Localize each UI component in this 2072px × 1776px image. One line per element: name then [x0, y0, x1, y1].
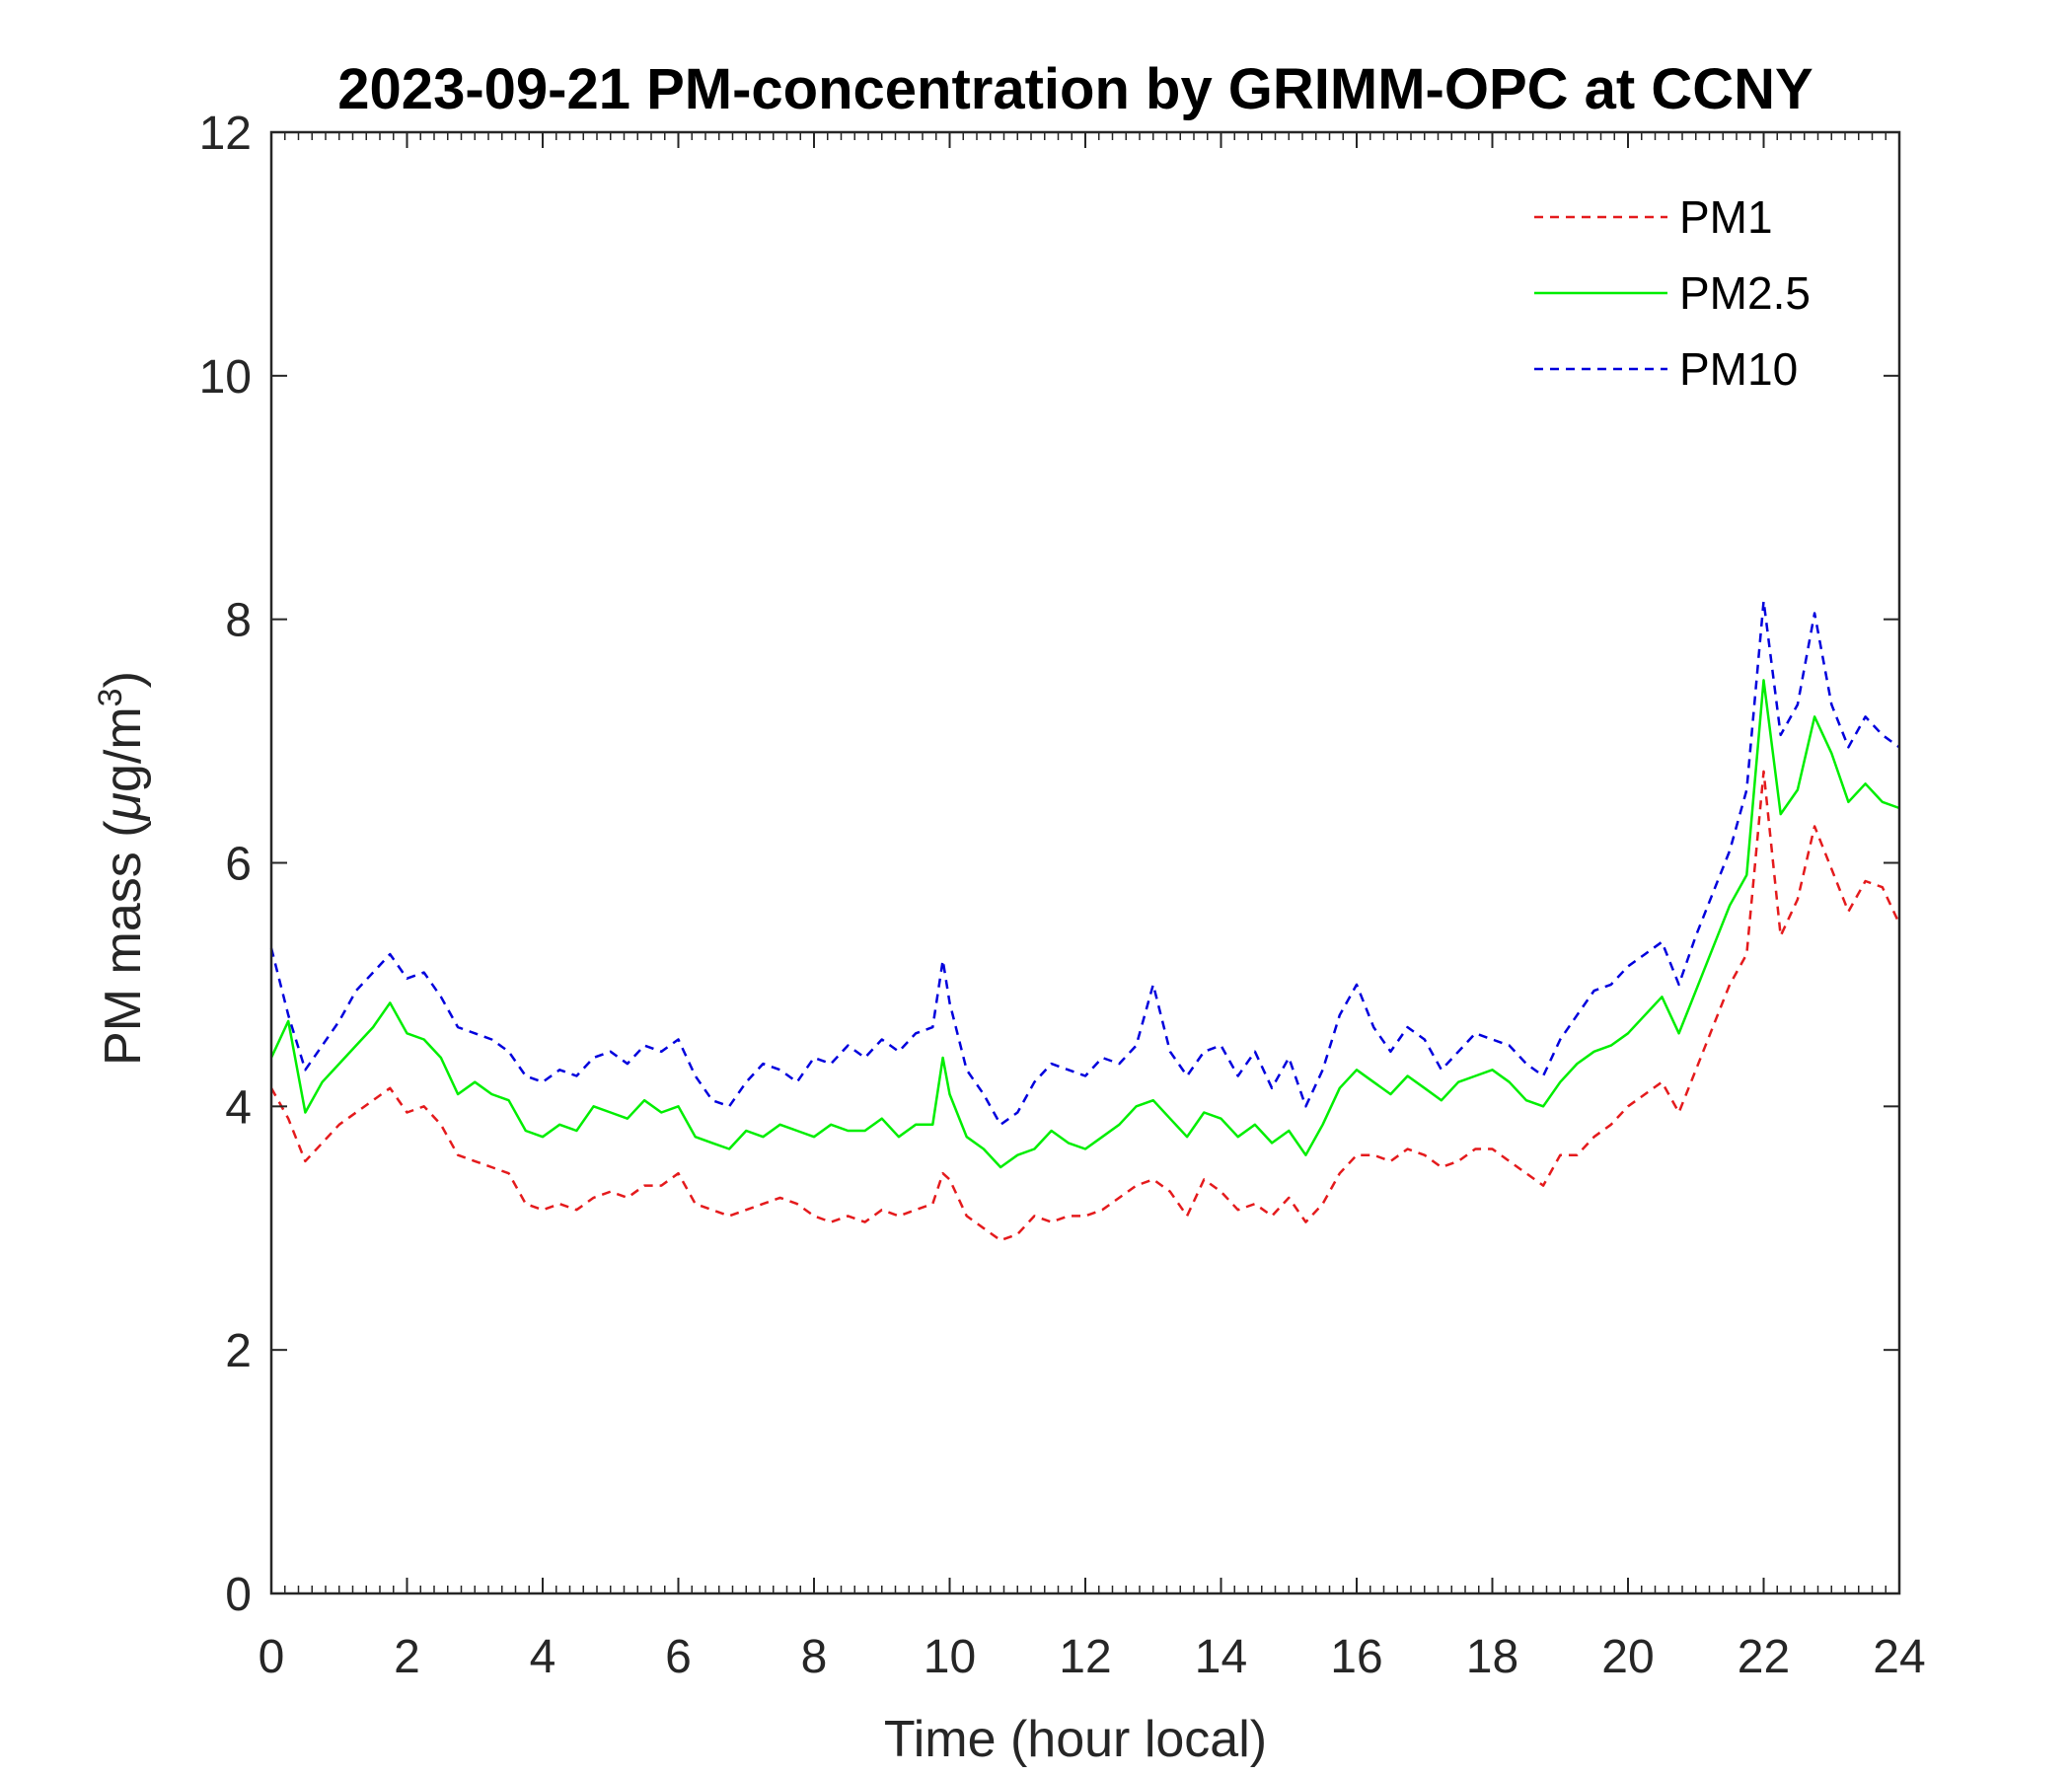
legend-label-pm1: PM1: [1679, 191, 1773, 243]
series-line-pm2-5: [269, 679, 1900, 1169]
x-tick-labels: 0 2 4 6 8 10 12 14 16 18 20 22 24: [259, 1631, 1926, 1683]
x-tick-label: 8: [801, 1631, 828, 1683]
y-axis-label-prefix: PM mass (: [95, 820, 152, 1066]
x-tick-label: 24: [1873, 1631, 1925, 1683]
chart-legend: PM1 PM2.5 PM10: [1534, 191, 1811, 395]
y-axis-label-mu: μ: [95, 792, 152, 823]
y-axis-label-suffix: ): [95, 671, 152, 688]
legend-label-pm2-5: PM2.5: [1679, 267, 1811, 319]
y-axis-label: PM mass (μg/m3): [92, 671, 152, 1066]
series-line-pm1: [269, 770, 1901, 1242]
x-tick-label: 12: [1059, 1631, 1111, 1683]
x-tick-label: 4: [530, 1631, 556, 1683]
y-axis-label-exponent: 3: [92, 688, 129, 706]
y-tick-labels: 0 2 4 6 8 10 12: [199, 108, 252, 1621]
x-tick-label: 18: [1466, 1631, 1518, 1683]
y-tick-label: 4: [225, 1081, 252, 1134]
x-tick-label: 0: [259, 1631, 285, 1683]
y-axis-label-unit: g/m: [95, 706, 152, 792]
series-line-pm10: [269, 599, 1900, 1127]
y-tick-label: 8: [225, 595, 252, 647]
x-tick-label: 22: [1738, 1631, 1790, 1683]
y-tick-label: 12: [199, 108, 252, 160]
x-tick-label: 10: [924, 1631, 976, 1683]
y-tick-label: 2: [225, 1325, 252, 1377]
tick-layer: [270, 131, 1900, 1594]
x-tick-label: 14: [1195, 1631, 1247, 1683]
legend-label-pm10: PM10: [1679, 343, 1798, 395]
x-axis-label: Time (hour local): [884, 1711, 1267, 1768]
chart-title: 2023-09-21 PM-concentration by GRIMM-OPC…: [337, 57, 1813, 121]
series-layer: [269, 599, 1901, 1242]
x-tick-label: 16: [1330, 1631, 1382, 1683]
y-tick-label: 10: [199, 351, 252, 404]
x-tick-label: 6: [665, 1631, 692, 1683]
x-tick-label: 20: [1601, 1631, 1654, 1683]
y-tick-label: 0: [225, 1569, 252, 1621]
x-tick-label: 2: [394, 1631, 420, 1683]
y-tick-label: 6: [225, 839, 252, 891]
